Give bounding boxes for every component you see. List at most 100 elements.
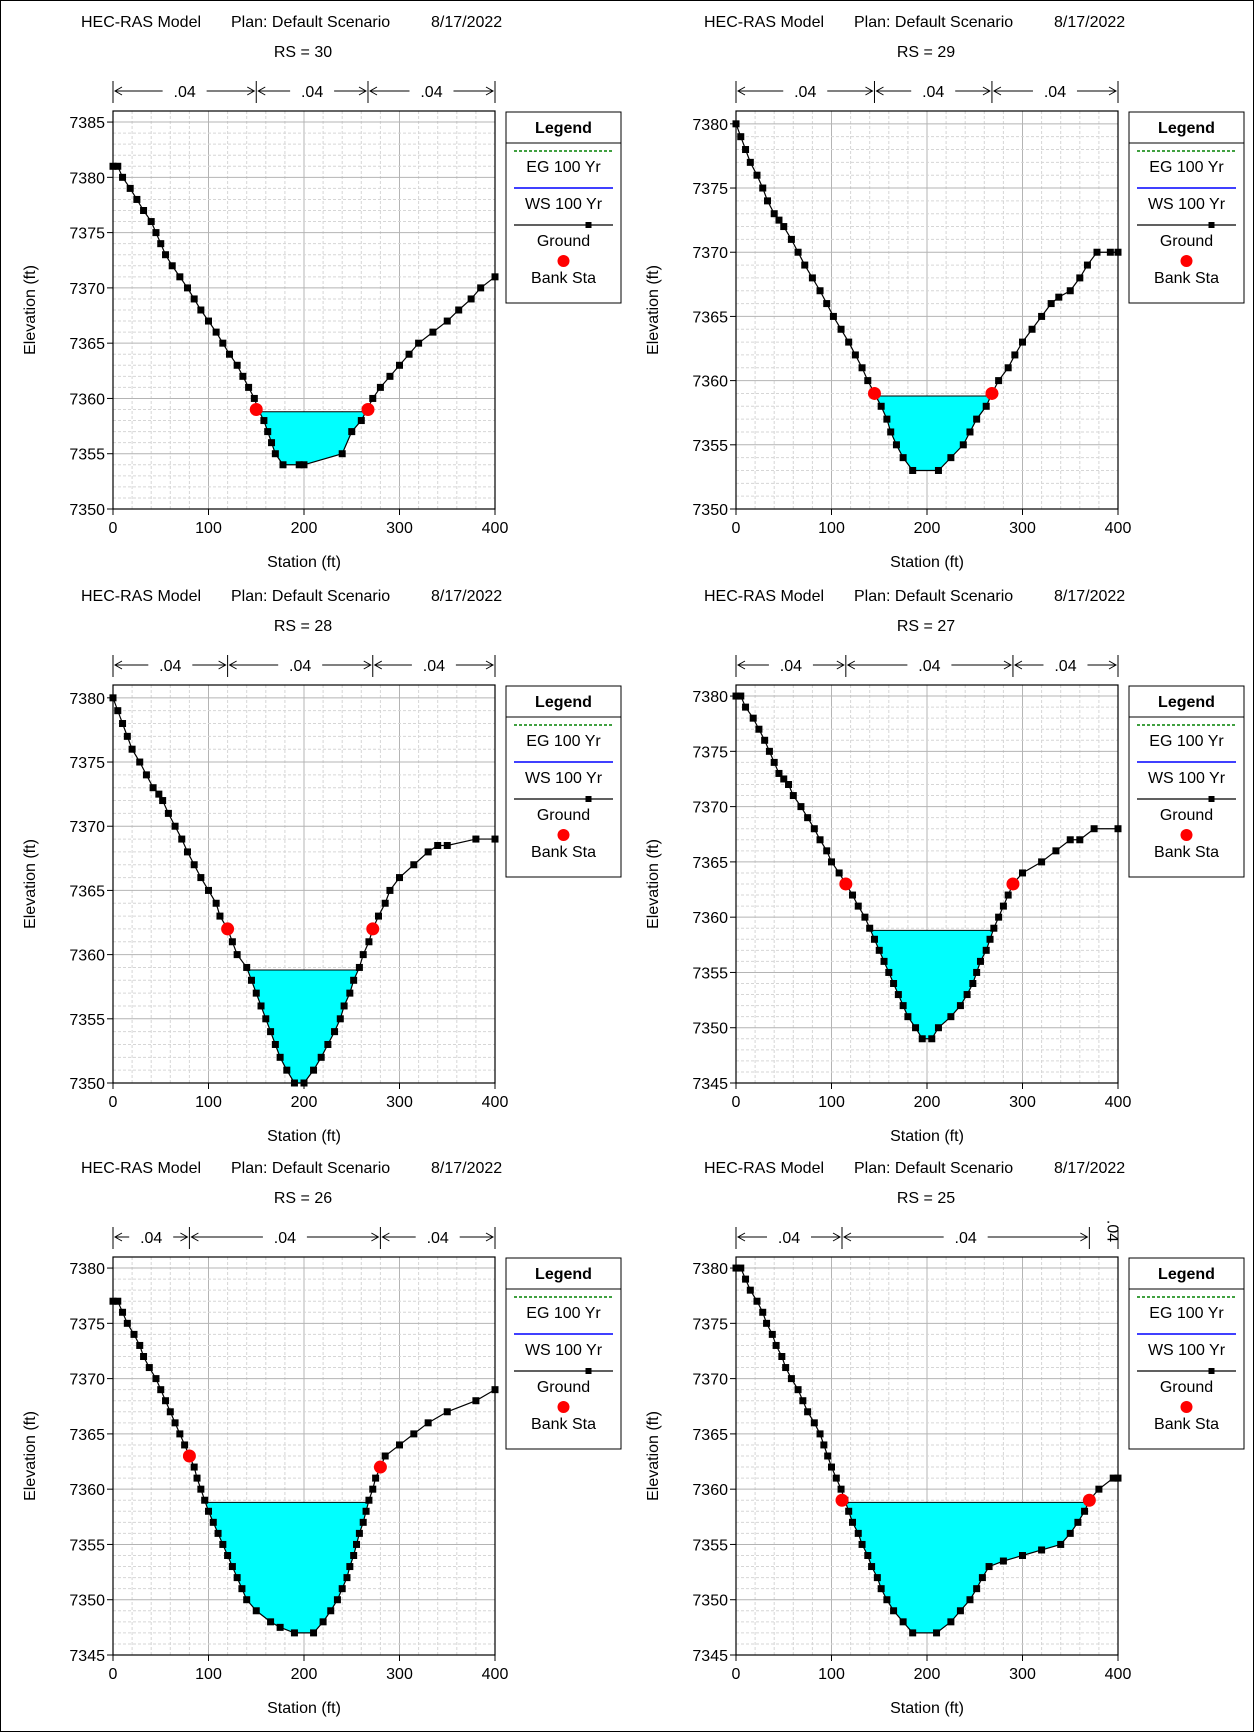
header-date: 8/17/2022 xyxy=(431,14,502,31)
ground-point xyxy=(268,439,276,447)
ground-point xyxy=(178,835,186,843)
legend-ground-marker xyxy=(1208,796,1215,802)
ground-point xyxy=(986,935,994,943)
ground-point xyxy=(775,769,783,777)
ground-point xyxy=(820,1441,828,1449)
ground-point xyxy=(119,1308,127,1316)
ground-point xyxy=(851,351,859,359)
ground-point xyxy=(357,417,365,425)
y-axis-title: Elevation (ft) xyxy=(22,265,39,355)
ground-point xyxy=(845,1507,853,1515)
y-tick-label: 7375 xyxy=(692,1316,728,1333)
bank-station-left xyxy=(835,1493,849,1507)
ground-point xyxy=(934,466,942,474)
n-arrow-head xyxy=(113,86,123,96)
ground-point xyxy=(933,1629,941,1637)
y-axis-title: Elevation (ft) xyxy=(645,265,662,355)
ground-point xyxy=(753,171,761,179)
ground-point xyxy=(797,803,805,811)
ground-point xyxy=(424,1419,432,1427)
ground-point xyxy=(1004,364,1012,372)
x-tick-label: 0 xyxy=(732,520,741,537)
y-axis-title: Elevation (ft) xyxy=(22,839,39,929)
legend-box xyxy=(1128,111,1245,304)
ground-point xyxy=(775,216,783,224)
y-tick-label: 7350 xyxy=(692,1593,728,1610)
n-arrow-head xyxy=(485,660,495,670)
legend-bank-label: Bank Sta xyxy=(1154,844,1219,861)
ground-point xyxy=(1066,836,1074,844)
ground-point xyxy=(737,1264,745,1272)
ground-point xyxy=(1076,274,1084,282)
ground-point xyxy=(995,377,1003,385)
legend-bank-label: Bank Sta xyxy=(531,1416,596,1433)
legend-bank-label: Bank Sta xyxy=(531,844,596,861)
ground-point xyxy=(1076,836,1084,844)
ground-point xyxy=(226,350,234,358)
legend-title: Legend xyxy=(1158,694,1215,711)
x-tick-label: 300 xyxy=(1009,1094,1036,1111)
chart-panel-4: HEC-RAS Model Plan: Default Scenario 8/17/… xyxy=(645,588,1245,1145)
ground-point xyxy=(443,317,451,325)
ground-point xyxy=(267,1028,275,1036)
header-date: 8/17/2022 xyxy=(431,588,502,605)
ground-point xyxy=(355,963,363,971)
ground-point xyxy=(271,1040,279,1048)
ground-point xyxy=(119,720,127,728)
legend-eg-label: EG 100 Yr xyxy=(1149,1305,1224,1322)
ground-point xyxy=(829,312,837,320)
legend-title: Legend xyxy=(1158,120,1215,137)
n-arrow-head xyxy=(228,660,237,670)
ground-point xyxy=(212,328,220,336)
y-tick-label: 7365 xyxy=(69,1427,105,1444)
ground-point xyxy=(310,1629,318,1637)
ground-point xyxy=(190,861,198,869)
ground-point xyxy=(276,1623,284,1631)
ground-point xyxy=(765,747,773,755)
chart-panel-3: HEC-RAS Model Plan: Default Scenario 8/17/… xyxy=(22,588,622,1145)
n-value-label: .04 xyxy=(780,658,802,675)
n-arrow-head xyxy=(836,660,845,670)
n-arrow-head xyxy=(736,660,746,670)
n-arrow-head xyxy=(832,1232,842,1242)
ground-point xyxy=(381,899,389,907)
ground-point xyxy=(162,1397,170,1405)
legend-bank-marker xyxy=(557,829,570,841)
ground-point xyxy=(772,1341,780,1349)
ground-point xyxy=(755,725,763,733)
legend: Legend EG 100 Yr WS 100 Yr Ground Bank Sta xyxy=(505,685,622,878)
y-tick-label: 7360 xyxy=(69,391,105,408)
n-value-label: .04 xyxy=(1054,658,1076,675)
x-tick-label: 300 xyxy=(386,520,413,537)
legend-eg-label: EG 100 Yr xyxy=(526,159,601,176)
n-arrow-head xyxy=(842,1232,852,1242)
ground-point xyxy=(190,1463,198,1471)
ground-point xyxy=(1093,248,1101,256)
ground-point xyxy=(823,300,831,308)
ground-point xyxy=(880,957,888,965)
ground-point xyxy=(168,262,176,270)
ground-point xyxy=(845,338,853,346)
water-area xyxy=(870,930,994,1039)
ground-point xyxy=(443,1408,451,1416)
ground-point xyxy=(171,1419,179,1427)
ground-point xyxy=(142,771,150,779)
ground-point xyxy=(808,274,816,282)
ground-point xyxy=(205,317,212,325)
x-tick-label: 0 xyxy=(109,1094,118,1111)
ground-point xyxy=(764,197,772,205)
ground-point xyxy=(133,195,141,203)
ground-point xyxy=(804,814,812,822)
x-tick-label: 100 xyxy=(195,1666,222,1683)
n-arrow-head xyxy=(373,660,383,670)
ground-point xyxy=(982,946,990,954)
ground-point xyxy=(279,461,287,469)
x-tick-label: 400 xyxy=(1105,520,1132,537)
n-arrow-head xyxy=(180,1232,189,1242)
ground-point xyxy=(973,968,981,976)
header-model: HEC-RAS Model xyxy=(81,1160,201,1177)
ground-point xyxy=(405,350,413,358)
n-arrow-head xyxy=(485,1232,495,1242)
x-tick-label: 200 xyxy=(914,520,941,537)
bank-station-left xyxy=(249,403,263,416)
